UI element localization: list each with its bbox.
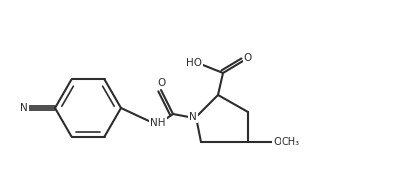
Text: N: N (189, 112, 197, 122)
Text: O: O (244, 53, 252, 63)
Text: O: O (273, 137, 281, 147)
Text: O: O (157, 78, 165, 88)
Text: NH: NH (150, 118, 166, 128)
Text: HO: HO (186, 58, 202, 68)
Text: CH₃: CH₃ (282, 137, 300, 147)
Text: N: N (20, 103, 28, 113)
